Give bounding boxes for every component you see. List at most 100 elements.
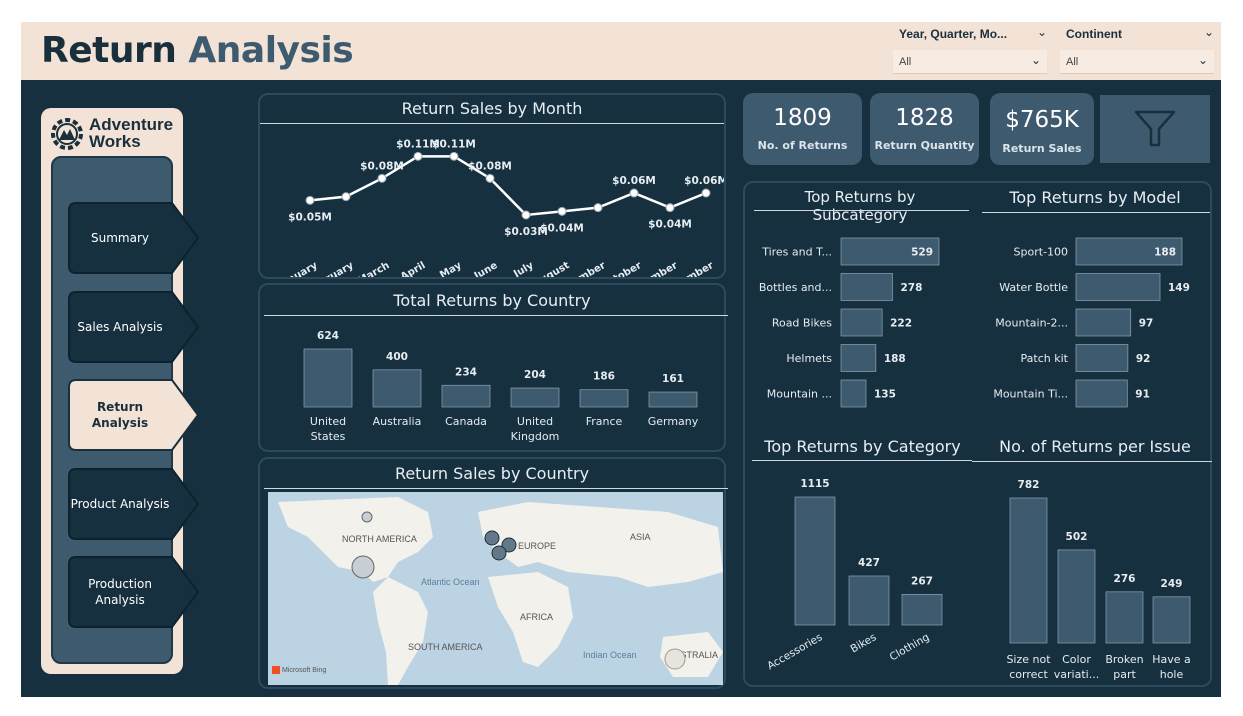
panel-title: Return Sales by Country	[394, 464, 590, 483]
bar[interactable]	[1105, 591, 1144, 644]
panel-title: Top Returns by Subcategory	[804, 188, 916, 224]
x-tick-label: United	[310, 415, 346, 428]
data-label: 1115	[800, 478, 829, 490]
page-title-part2: Analysis	[188, 30, 354, 71]
x-tick-label: July	[511, 260, 536, 277]
x-tick-label: January	[276, 260, 320, 277]
y-tick-label: Helmets	[786, 352, 832, 365]
nav-button-sales-analysis[interactable]: Sales Analysis	[68, 291, 200, 363]
month-line	[309, 155, 707, 217]
bar[interactable]	[901, 593, 943, 626]
chevron-down-icon[interactable]: ⌄	[1030, 53, 1041, 67]
date-slicer-dropdown[interactable]: All ⌄	[893, 50, 1047, 74]
bar[interactable]	[303, 348, 353, 408]
x-tick-label: Australia	[373, 415, 422, 428]
bing-attribution-text: Microsoft Bing	[281, 666, 327, 674]
map-bubble-united-states[interactable]	[351, 555, 375, 579]
line-point[interactable]	[521, 210, 531, 220]
map-bubble-australia[interactable]	[664, 648, 686, 670]
continent-slicer[interactable]: Continent ⌄ All ⌄	[1060, 22, 1226, 80]
bar[interactable]	[840, 308, 883, 337]
nav-button-return-analysis[interactable]: Return Analysis	[68, 379, 200, 451]
map-label: NORTH AMERICA	[342, 534, 417, 544]
data-label: 427	[858, 557, 880, 569]
bar[interactable]	[1075, 237, 1183, 266]
panel-title: Top Returns by Model	[1009, 188, 1181, 207]
data-label: 135	[874, 389, 896, 401]
bar[interactable]	[840, 273, 893, 301]
bar[interactable]	[1057, 549, 1096, 644]
category-bar-chart: 1115 Accessories 427 Bikes 267 Clothing	[765, 478, 943, 672]
data-label: $0.08M	[360, 160, 404, 172]
line-point[interactable]	[593, 203, 603, 213]
line-point[interactable]	[557, 206, 567, 216]
map-bubble-canada[interactable]	[361, 511, 373, 523]
x-tick-label: June	[472, 260, 500, 277]
data-label: $0.11M	[396, 138, 440, 150]
bar[interactable]	[372, 369, 422, 408]
x-tick-label: France	[586, 415, 623, 428]
bar[interactable]	[840, 379, 867, 408]
line-point[interactable]	[665, 203, 675, 213]
data-label: 782	[1018, 479, 1040, 491]
filter-icon[interactable]	[1133, 109, 1177, 149]
x-tick-label: United	[517, 415, 553, 428]
nav-button-production-analysis[interactable]: Production Analysis	[68, 556, 200, 628]
bar[interactable]	[840, 344, 877, 372]
chevron-down-icon[interactable]: ⌄	[1037, 25, 1048, 39]
map-bubble-france[interactable]	[491, 545, 507, 561]
bar[interactable]	[1075, 273, 1161, 301]
bar[interactable]	[840, 237, 940, 266]
line-point[interactable]	[413, 151, 423, 161]
page-title-part1: Return	[41, 30, 177, 71]
continent-slicer-dropdown[interactable]: All ⌄	[1060, 50, 1214, 74]
x-tick-label: Have a	[1152, 653, 1191, 666]
x-tick-label: Clothing	[888, 631, 932, 663]
bar[interactable]	[1075, 308, 1132, 337]
bar[interactable]	[648, 391, 698, 408]
line-point[interactable]	[629, 188, 639, 198]
month-line-chart: $0.05MJanuaryFebruary$0.08MMarch$0.11MAp…	[276, 138, 724, 277]
nav-button-product-analysis[interactable]: Product Analysis	[68, 468, 200, 540]
x-tick-label: Size not	[1006, 653, 1051, 666]
y-tick-label: Bottles and...	[759, 281, 832, 294]
bar[interactable]	[1009, 497, 1048, 644]
map-bubble-united-kingdom[interactable]	[484, 530, 500, 546]
line-point[interactable]	[449, 151, 459, 161]
bar[interactable]	[1075, 344, 1129, 372]
bar[interactable]	[579, 389, 629, 408]
bar[interactable]	[510, 387, 560, 408]
line-point[interactable]	[305, 195, 315, 205]
nav-button-label: Sales Analysis	[77, 320, 163, 334]
title-underline	[260, 123, 724, 124]
logo-text-line2: Works	[89, 132, 141, 151]
x-tick-label: States	[311, 430, 346, 443]
data-label: $0.06M	[684, 175, 724, 187]
map-bubble-germany[interactable]	[501, 537, 517, 553]
world-map[interactable]: NORTH AMERICA EUROPE ASIA Atlantic Ocean…	[268, 492, 723, 685]
line-point[interactable]	[341, 192, 351, 202]
title-underline	[982, 212, 1210, 213]
bar[interactable]	[1075, 379, 1128, 408]
bar[interactable]	[794, 496, 836, 626]
total-returns-by-country-panel: Total Returns by Country 624 United States…	[258, 283, 728, 452]
title-underline	[264, 488, 728, 489]
world-map-landmass	[278, 497, 723, 685]
chevron-down-icon[interactable]: ⌄	[1197, 53, 1208, 67]
x-tick-label: Kingdom	[511, 430, 560, 443]
line-point[interactable]	[485, 173, 495, 183]
line-point[interactable]	[377, 173, 387, 183]
bar[interactable]	[441, 384, 491, 408]
date-slicer[interactable]: Year, Quarter, Mo... ⌄ All ⌄	[893, 22, 1059, 80]
y-tick-label: Mountain ...	[767, 388, 832, 401]
chevron-down-icon[interactable]: ⌄	[1204, 25, 1215, 39]
filter-button[interactable]	[1100, 95, 1210, 163]
bar[interactable]	[1152, 596, 1191, 644]
bar[interactable]	[848, 575, 890, 626]
panel-title: Total Returns by Country	[393, 291, 591, 310]
line-point[interactable]	[701, 188, 711, 198]
date-slicer-value: All	[899, 56, 912, 68]
data-label: $0.08M	[468, 160, 512, 172]
nav-button-summary[interactable]: Summary	[68, 202, 200, 274]
